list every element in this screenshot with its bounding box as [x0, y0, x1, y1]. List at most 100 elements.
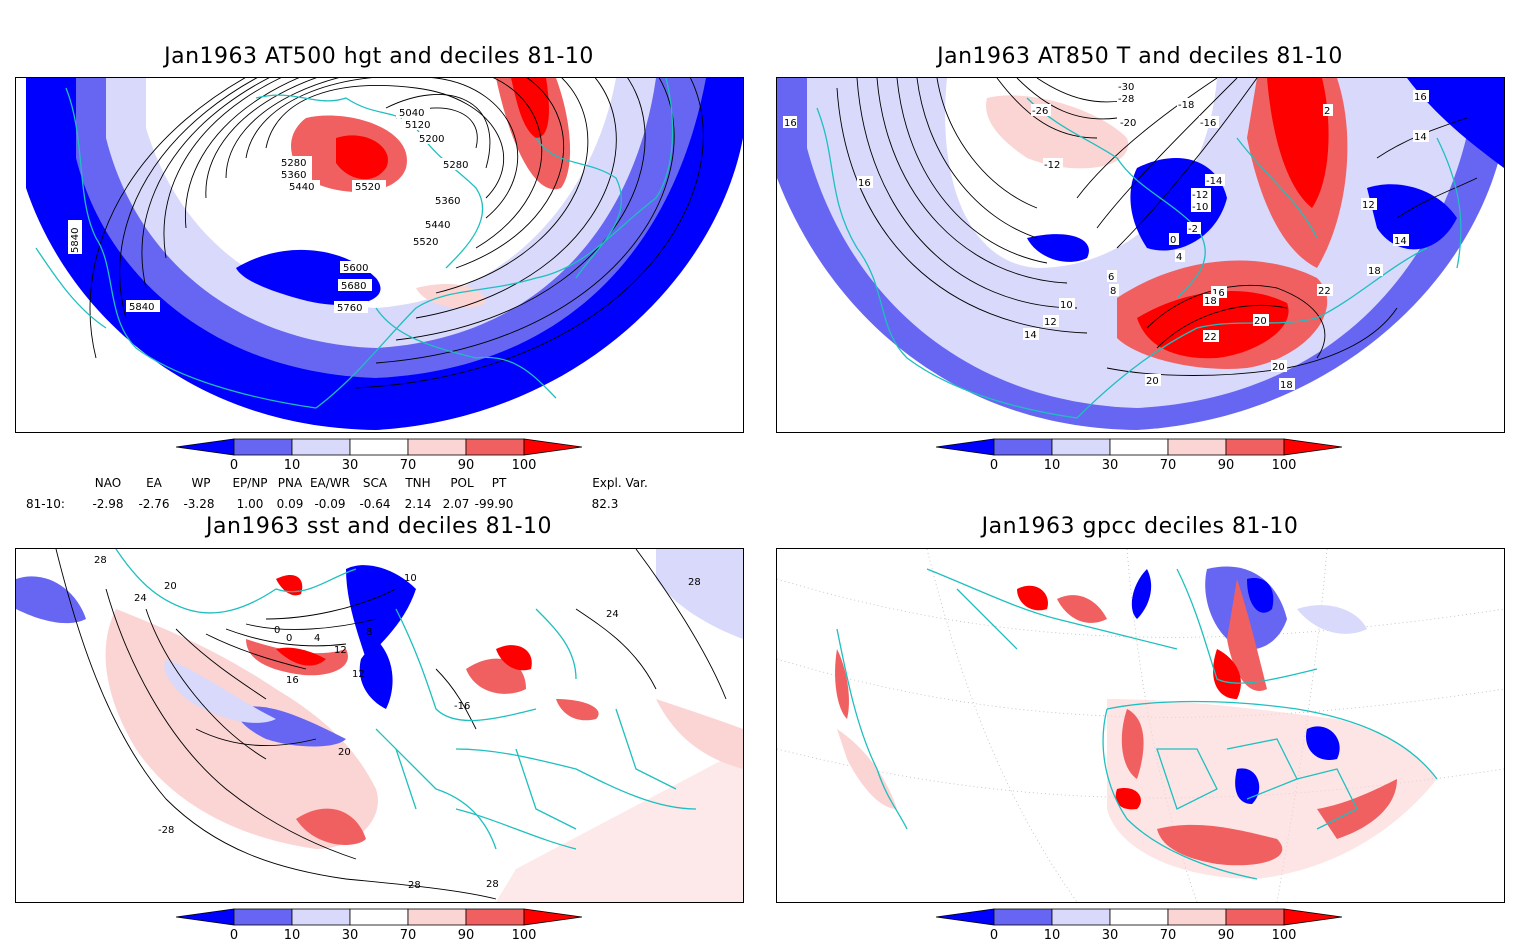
colorbar-segment [1051, 438, 1111, 456]
t850-label: 8 [1110, 286, 1116, 297]
sst-label: 24 [134, 593, 147, 604]
colorbar-sst: 0 10 30 70 90 100 [176, 908, 586, 948]
sst-label: 12 [352, 669, 365, 680]
map-panel-sst: 28 24 20 0 0 4 8 12 16 12 20 24 28 28 28… [15, 548, 744, 903]
colorbar-tick-label: 100 [1271, 458, 1297, 473]
colorbar-tick-label: 0 [989, 928, 999, 943]
t850-label: 20 [1146, 376, 1159, 387]
z500-label: 5120 [405, 120, 430, 131]
index-table: NAO EA WP EP/NP PNA EA/WR SCA TNH POL PT Expl. Var… [0, 474, 760, 514]
colorbar-tick-label: 90 [1217, 458, 1235, 473]
z500-label: 5840 [70, 228, 81, 253]
t850-label: 20 [1272, 362, 1285, 373]
z500-label: 5440 [425, 220, 450, 231]
colorbar-tick-label: 30 [1101, 928, 1119, 943]
colorbar-tick-label: 10 [283, 928, 301, 943]
colorbar-gpcc: 0 10 30 70 90 100 [936, 908, 1346, 948]
colorbar-segment [936, 908, 995, 926]
sst-label: 28 [486, 879, 499, 890]
sst-label: 28 [408, 880, 421, 891]
sst-label: 12 [334, 645, 347, 656]
index-value: 2.07 [442, 497, 470, 511]
panel2-title: Jan1963 AT850 T and deciles 81-10 [937, 44, 1343, 69]
colorbar-tick-label: 90 [457, 928, 475, 943]
colorbar-tick-label: 90 [1217, 928, 1235, 943]
t850-label: 14 [1394, 236, 1407, 247]
colorbar-segment [523, 438, 583, 456]
colorbar-tick-label: 100 [511, 928, 537, 943]
colorbar-segment [523, 908, 583, 926]
z500-label: 5760 [337, 303, 362, 314]
index-value: -3.28 [183, 497, 215, 511]
t850-label: 6 [1108, 272, 1114, 283]
colorbar-z500: 0 10 30 70 90 100 [176, 438, 586, 478]
z500-label: 5680 [341, 281, 366, 292]
colorbar-t850: 0 10 30 70 90 100 [936, 438, 1346, 478]
index-header: SCA [362, 476, 388, 490]
colorbar-tick-label: 30 [1101, 458, 1119, 473]
t850-label: 20 [1254, 316, 1267, 327]
index-header: EP/NP [232, 476, 268, 490]
t850-label: -28 [1118, 94, 1134, 105]
colorbar-tick-label: 0 [989, 458, 999, 473]
colorbar-segment [1051, 908, 1111, 926]
sst-label: 0 [274, 625, 280, 636]
index-header: EA [146, 476, 162, 490]
t850-label: 10 [1060, 300, 1073, 311]
sst-label: 24 [606, 609, 619, 620]
colorbar-segment [291, 908, 351, 926]
index-value: 0.09 [276, 497, 304, 511]
z500-label: 5360 [435, 196, 460, 207]
index-value: -99.90 [474, 497, 514, 511]
t850-label: 22 [1204, 332, 1217, 343]
index-header: TNH [405, 476, 431, 490]
t850-label: -16 [1200, 118, 1216, 129]
t850-label: 12 [1044, 317, 1057, 328]
map-panel-z500: 5040 5120 5200 5280 5360 5440 5520 5280 … [15, 77, 744, 433]
sst-label: 28 [94, 555, 107, 566]
colorbar-tick-label: 30 [341, 458, 359, 473]
index-value: 1.00 [236, 497, 264, 511]
t850-label: 14 [1414, 132, 1427, 143]
t850-label: 4 [1176, 252, 1182, 263]
z500-label: 5360 [281, 170, 306, 181]
colorbar-segment [291, 438, 351, 456]
t850-label: -12 [1192, 190, 1208, 201]
colorbar-segment [1225, 908, 1285, 926]
t850-label: 18 [1204, 296, 1217, 307]
index-header: Expl. Var. [592, 476, 648, 490]
t850-label: 0 [1170, 235, 1176, 246]
colorbar-segment [233, 908, 293, 926]
colorbar-segment [176, 438, 235, 456]
map-gpcc [777, 549, 1504, 902]
map-t850: -30 -28 -26 -20 -18 -16 -14 -12 -12 -10 … [777, 78, 1504, 430]
colorbar-tick-label: 0 [229, 458, 239, 473]
t850-label: 12 [1362, 200, 1375, 211]
colorbar-segment [407, 438, 467, 456]
z500-label: 5200 [419, 134, 444, 145]
colorbar-tick-label: 10 [283, 458, 301, 473]
index-header: WP [191, 476, 211, 490]
colorbar-tick-label: 100 [1271, 928, 1297, 943]
sst-label: 10 [404, 573, 417, 584]
colorbar-tick-label: 70 [399, 458, 417, 473]
z500-label: 5440 [289, 182, 314, 193]
sst-label: 20 [338, 747, 351, 758]
t850-label: 22 [1318, 286, 1331, 297]
t850-label: -12 [1044, 160, 1060, 171]
sst-label: 16 [286, 675, 299, 686]
z500-label: 5280 [443, 160, 468, 171]
z500-label: 5040 [399, 108, 424, 119]
sst-label: -28 [158, 825, 174, 836]
colorbar-segment [233, 438, 293, 456]
colorbar-segment [1109, 438, 1169, 456]
index-value: -0.64 [359, 497, 391, 511]
colorbar-tick-label: 30 [341, 928, 359, 943]
z500-label: 5840 [129, 302, 154, 313]
t850-label: 16 [1414, 92, 1427, 103]
z500-label: 5280 [281, 158, 306, 169]
panel1-title: Jan1963 AT500 hgt and deciles 81-10 [164, 44, 594, 69]
index-row-label: 81-10: [26, 497, 65, 511]
t850-label: 16 [784, 118, 797, 129]
t850-label: -10 [1192, 202, 1208, 213]
